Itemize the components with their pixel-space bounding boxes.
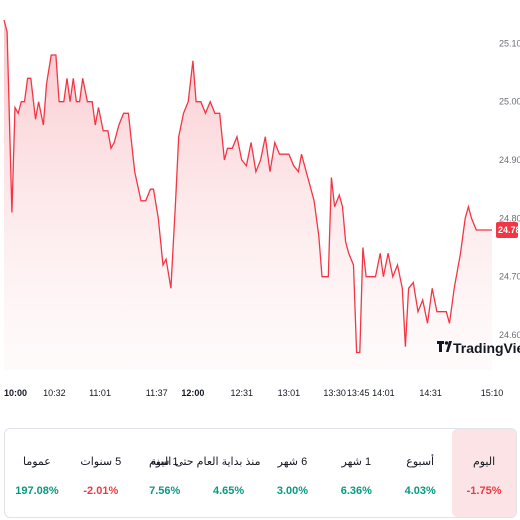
performance-period-label: 1 سنة: [150, 456, 179, 468]
performance-period-tab[interactable]: 5 سنوات -2.01%: [69, 429, 133, 517]
last-price-box: [496, 222, 518, 238]
performance-period-label: 5 سنوات: [80, 456, 122, 468]
performance-period-tab[interactable]: عموما 197.08%: [5, 429, 69, 517]
performance-panel: اليوم -1.75% أسبوع 4.03% 1 شهر 6.36% 6 شهر 3.00…: [4, 428, 517, 518]
performance-period-tab[interactable]: 6 شهر 3.00%: [261, 429, 325, 517]
x-tick-label: 11:01: [89, 388, 111, 398]
y-tick-label: 24.70: [499, 272, 520, 282]
performance-period-value: 4.03%: [404, 485, 436, 497]
performance-period-label: اليوم: [472, 456, 496, 468]
x-tick-label: 10:32: [43, 388, 66, 398]
x-tick-label: 15:10: [481, 388, 504, 398]
tradingview-logo-icon: [437, 341, 452, 352]
y-tick-label: 25.10: [499, 38, 520, 48]
x-tick-label: 11:37: [146, 388, 168, 398]
performance-period-tab[interactable]: أسبوع 4.03%: [388, 429, 452, 517]
x-tick-label: 13:45: [347, 388, 370, 398]
y-tick-label: 24.60: [499, 330, 520, 340]
performance-period-label: أسبوع: [406, 456, 435, 468]
performance-row: اليوم -1.75% أسبوع 4.03% 1 شهر 6.36% 6 شهر 3.00…: [5, 429, 516, 517]
x-tick-label: 12:00: [181, 388, 204, 398]
y-tick-label: 24.90: [499, 155, 520, 165]
tradingview-watermark: TradingView: [437, 340, 520, 356]
tradingview-wordmark: TradingView: [453, 340, 520, 356]
performance-period-value: 4.65%: [212, 485, 245, 497]
x-tick-label: 14:01: [372, 388, 395, 398]
last-price-label: 24.78: [498, 225, 520, 235]
price-line: [3, 19, 492, 354]
x-tick-label: 13:30: [323, 388, 346, 398]
x-tick-label: 14:31: [419, 388, 442, 398]
x-tick-label: 13:01: [278, 388, 301, 398]
performance-period-label: منذ بداية العام حتى اليوم: [149, 456, 261, 468]
performance-period-value: 6.36%: [340, 485, 372, 497]
performance-period-value: 3.00%: [276, 485, 309, 497]
price-area-fill: [4, 20, 492, 370]
performance-period-tab[interactable]: اليوم -1.75%: [452, 429, 516, 517]
performance-period-tab[interactable]: 1 شهر 6.36%: [324, 429, 388, 517]
performance-period-value: 7.56%: [149, 485, 181, 497]
y-tick-label: 24.80: [499, 213, 520, 223]
performance-period-tab[interactable]: 1 سنة 7.56%: [133, 429, 197, 517]
y-tick-label: 25.00: [499, 97, 520, 107]
performance-period-label: 1 شهر: [341, 456, 372, 468]
performance-period-value: 197.08%: [15, 485, 59, 497]
last-price-marker: 24.78: [496, 222, 520, 238]
x-axis: 10:00 10:32 11:01 11:37 12:00 12:31 13:01 13:30…: [4, 388, 503, 398]
performance-period-label: 6 شهر: [277, 456, 308, 468]
x-tick-label: 10:00: [4, 388, 27, 398]
performance-period-value: -2.01%: [83, 485, 119, 497]
price-chart[interactable]: 25.10 25.00 24.90 24.80 24.70 24.60 10:00 10:3…: [0, 0, 520, 410]
performance-period-label: عموما: [23, 456, 51, 468]
performance-period-value: -1.75%: [466, 485, 502, 497]
performance-period-tab[interactable]: منذ بداية العام حتى اليوم 4.65%: [149, 429, 261, 517]
y-axis: 25.10 25.00 24.90 24.80 24.70 24.60: [499, 38, 520, 340]
x-tick-label: 12:31: [230, 388, 253, 398]
